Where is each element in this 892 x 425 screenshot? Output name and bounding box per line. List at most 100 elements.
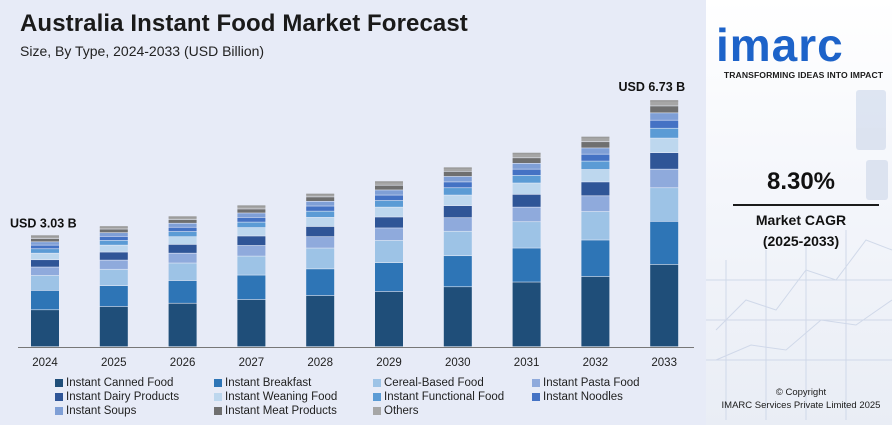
bar-segment xyxy=(99,269,128,286)
bar-segment xyxy=(306,217,335,227)
cagr-label: Market CAGR xyxy=(755,212,847,228)
bar-segment xyxy=(375,207,403,217)
x-tick-label: 2029 xyxy=(376,357,402,369)
bar-segment xyxy=(375,217,403,228)
legend-label: Instant Canned Food xyxy=(66,376,174,389)
bar-segment xyxy=(168,223,197,227)
x-tick-label: 2028 xyxy=(307,357,333,369)
stacked-bar-chart: 2024 2025 2026 2027 2028 2029 2030 2031 2032 2033… xyxy=(10,80,694,369)
bar-segment xyxy=(443,256,472,287)
legend-item: Instant Weaning Food xyxy=(214,390,373,403)
bar-segment xyxy=(581,276,610,347)
bar-segment xyxy=(168,253,197,263)
legend-swatch xyxy=(373,378,381,387)
copyright-line-2: IMARC Services Private Limited 2025 xyxy=(721,400,881,411)
bar-segment xyxy=(581,161,610,170)
legend-label: Others xyxy=(384,404,419,417)
bar-segment xyxy=(237,227,266,236)
bar-segment xyxy=(650,113,679,120)
x-tick-label: 2024 xyxy=(32,357,58,369)
bar-segment xyxy=(168,303,197,347)
bar-segment xyxy=(99,229,128,233)
legend-label: Cereal-Based Food xyxy=(384,376,484,389)
bar-segment xyxy=(581,182,610,196)
legend-label: Instant Pasta Food xyxy=(543,376,640,389)
legend-swatch xyxy=(214,406,222,415)
bar-segment xyxy=(306,197,335,201)
x-tick-label: 2027 xyxy=(239,357,265,369)
bar-segment xyxy=(443,195,472,206)
bar-segment xyxy=(650,264,679,347)
bar-segment xyxy=(650,169,679,188)
bar-segment xyxy=(31,245,59,249)
bar-segment xyxy=(99,252,128,260)
bar-top-cap xyxy=(168,216,197,218)
legend-label: Instant Meat Products xyxy=(225,404,337,417)
bar-segment xyxy=(512,153,541,158)
legend-swatch xyxy=(55,378,63,387)
bar-segment xyxy=(31,260,59,267)
legend-swatch xyxy=(532,392,540,401)
bar-segment xyxy=(168,280,197,303)
legend-label: Instant Breakfast xyxy=(225,376,312,389)
cagr-value: 8.30% xyxy=(766,168,836,195)
bar-segment xyxy=(375,240,403,263)
bar-segment xyxy=(237,213,266,218)
bar-segment xyxy=(375,228,403,241)
legend-swatch xyxy=(55,392,63,401)
bar-segment xyxy=(581,148,610,154)
bar-segment xyxy=(306,226,335,237)
bar-top-cap xyxy=(443,167,472,169)
bar-segment xyxy=(99,233,128,237)
bar-segment xyxy=(581,142,610,148)
copyright-line-1: © Copyright xyxy=(775,387,827,398)
bar-segment xyxy=(650,128,679,138)
bar-segment xyxy=(581,169,610,182)
bar-segment xyxy=(99,306,128,347)
bar-segment xyxy=(512,207,541,222)
bar-segment xyxy=(650,101,679,106)
bar-segment xyxy=(168,263,197,281)
bar-segment xyxy=(237,245,266,256)
bar-segment xyxy=(31,249,59,253)
legend-swatch xyxy=(373,392,381,401)
bar-segment xyxy=(512,222,541,248)
bar-segment xyxy=(306,194,335,197)
bar-segment xyxy=(512,169,541,176)
bar-segment xyxy=(375,190,403,195)
bar-top-cap xyxy=(581,136,610,139)
legend-swatch xyxy=(532,378,540,387)
bar-segment xyxy=(237,299,266,347)
bar-segment xyxy=(237,206,266,209)
bar-segment xyxy=(99,260,128,269)
bar-segment xyxy=(237,236,266,246)
bar-segment xyxy=(306,237,335,248)
bar-segment xyxy=(168,227,197,232)
bar-top-cap xyxy=(306,193,335,196)
bar-top-cap xyxy=(512,152,541,155)
bar-segment xyxy=(375,200,403,207)
bar-segment xyxy=(375,291,403,347)
bar-segment xyxy=(443,218,472,231)
bar-segment xyxy=(512,175,541,183)
x-tick-label: 2025 xyxy=(101,357,127,369)
bar-top-cap xyxy=(31,235,59,237)
cagr-divider xyxy=(733,204,879,206)
bar-segment xyxy=(443,231,472,256)
bar-segment xyxy=(443,168,472,172)
bar-segment xyxy=(237,275,266,300)
legend-item: Instant Pasta Food xyxy=(532,376,682,389)
bar-segment xyxy=(512,163,541,169)
chart-title: Australia Instant Food Market Forecast xyxy=(20,10,468,37)
bar-top-cap xyxy=(99,226,128,228)
bar-segment xyxy=(168,244,197,253)
bar-segment xyxy=(443,205,472,218)
bar-segment xyxy=(306,295,335,347)
legend-label: Instant Noodles xyxy=(543,390,623,403)
bar-segment xyxy=(443,188,472,195)
bar-top-cap xyxy=(650,100,679,102)
legend-item: Instant Breakfast xyxy=(214,376,373,389)
bar-segment xyxy=(650,106,679,113)
brand-tagline: TRANSFORMING IDEAS INTO IMPACT xyxy=(723,70,884,80)
x-tick-label: 2033 xyxy=(651,357,677,369)
